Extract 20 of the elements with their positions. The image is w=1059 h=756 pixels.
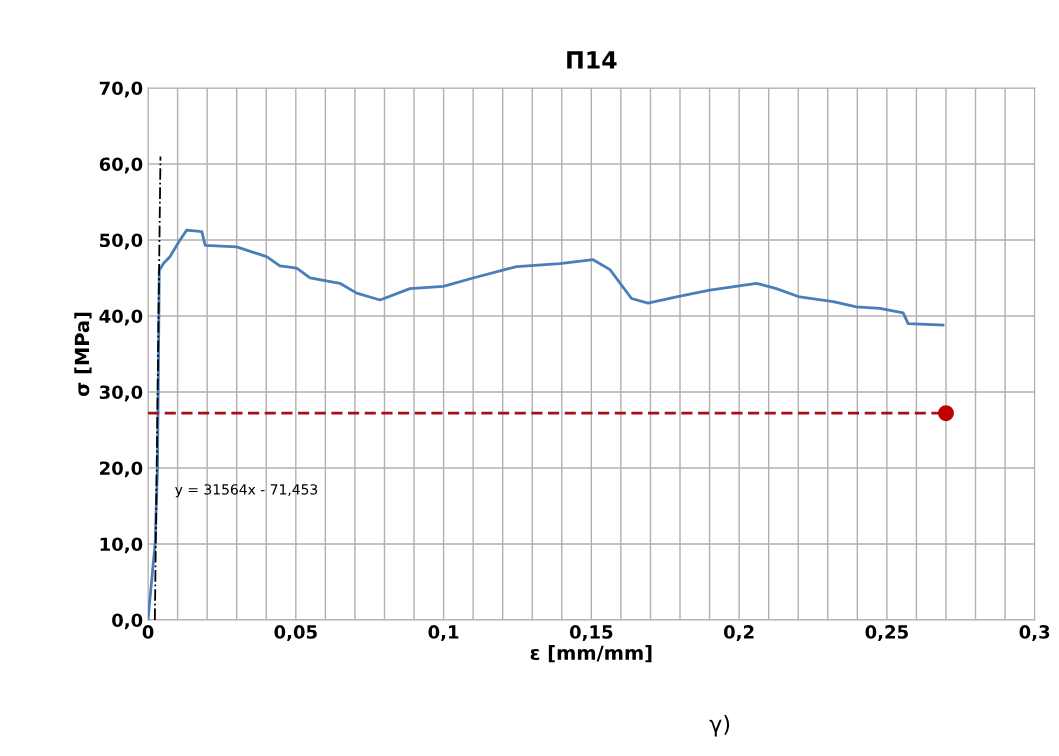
y-tick-label: 50,0: [100, 233, 143, 250]
annotation: y = 31564x - 71,453: [175, 484, 318, 498]
y-tick-label: 10,0: [100, 537, 143, 554]
x-tick-label: 0,15: [569, 625, 613, 642]
x-tick-label: 0,1: [428, 625, 459, 642]
x-tick-label: 0,05: [274, 625, 317, 642]
chart-title: П14: [567, 51, 617, 69]
y-tick-label: 40,0: [99, 309, 143, 326]
y-tick-label: 60,0: [99, 157, 143, 174]
x-tick-label: 0,25: [865, 625, 908, 642]
y-axis-title: σ [MPa]: [74, 312, 92, 397]
y-tick-label: 20,0: [100, 461, 143, 478]
x-tick-label: 0,2: [723, 625, 754, 642]
x-axis-title: ε [mm/mm]: [530, 645, 652, 663]
x-tick-label: 0: [142, 625, 154, 639]
y-tick-label: 30,0: [99, 385, 143, 402]
text: γ): [709, 715, 730, 737]
y-tick-label: 0,0: [112, 613, 143, 630]
x-tick-label: 0,3: [1019, 625, 1050, 642]
y-tick-label: 70,0: [99, 81, 143, 98]
